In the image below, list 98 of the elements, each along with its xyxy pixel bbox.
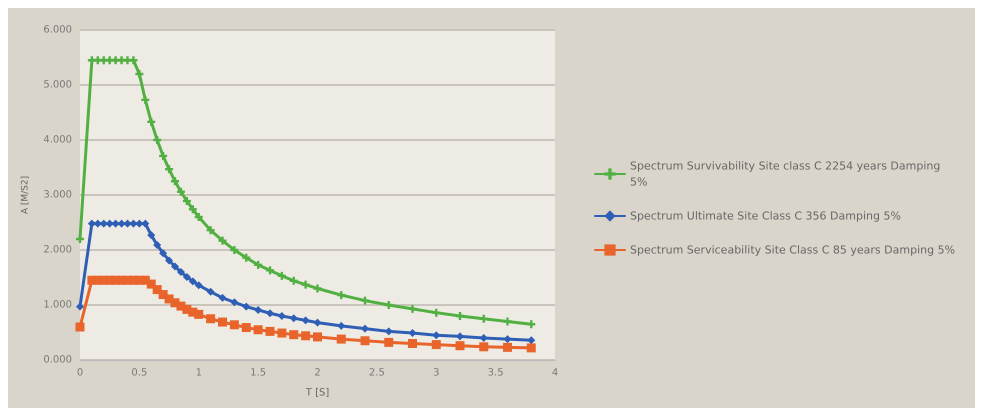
point [76, 322, 84, 332]
point [141, 96, 150, 104]
point [527, 320, 536, 328]
point [242, 323, 251, 332]
y-axis-title: A [M/S2] [20, 176, 30, 214]
point [135, 70, 144, 78]
point [361, 296, 369, 305]
x-tick-label: 0.5 [131, 368, 148, 378]
x-tick-label: 4 [552, 368, 558, 378]
y-tick-label: 2.000 [43, 244, 72, 256]
point [266, 326, 274, 336]
x-tick-label: 2 [314, 368, 321, 378]
point [289, 330, 298, 340]
point [278, 272, 286, 280]
x-tick-label: 0 [76, 368, 84, 378]
y-tick-label: 4.000 [43, 134, 72, 146]
point [432, 340, 441, 350]
point [206, 314, 216, 324]
point [194, 213, 203, 221]
point [194, 281, 203, 290]
point [503, 342, 512, 352]
point [337, 322, 346, 330]
point [176, 268, 185, 276]
x-axis-title: T [S] [304, 388, 330, 398]
point [76, 302, 84, 311]
y-tick-label: 5.000 [43, 80, 72, 90]
point [456, 341, 464, 350]
point [254, 260, 262, 269]
point [230, 246, 238, 254]
x-tick-label: 2.5 [368, 368, 385, 378]
point [171, 177, 179, 186]
x-tick-label: 3 [433, 368, 440, 378]
legend-label: Spectrum Survivability Site class C 2254 years Damping 5% [630, 160, 944, 188]
y-tick-label: 0.000 [43, 354, 72, 366]
point [254, 325, 263, 334]
point [408, 329, 416, 338]
point [302, 280, 310, 289]
point [479, 342, 488, 352]
point [384, 327, 393, 336]
point [480, 314, 488, 323]
point [408, 304, 416, 313]
point [230, 298, 238, 306]
point [159, 152, 168, 160]
point [242, 302, 250, 311]
legend-label: Spectrum Ultimate Site Class C 356 Damping 5% [630, 210, 901, 222]
point [153, 136, 162, 144]
x-tick-label: 3.5 [488, 368, 504, 378]
x-tick-label: 1 [196, 368, 202, 378]
point [361, 324, 369, 333]
point [266, 266, 274, 274]
point [290, 314, 298, 322]
point [384, 301, 393, 309]
point [301, 331, 310, 340]
point [290, 276, 298, 285]
point [278, 312, 286, 320]
point [504, 335, 512, 344]
point [254, 306, 262, 314]
point [336, 334, 346, 344]
point [176, 188, 185, 196]
point [182, 197, 191, 206]
point [147, 118, 156, 126]
y-tick-label: 1.000 [43, 300, 72, 310]
x-tick-label: 1.5 [250, 368, 266, 378]
point [124, 220, 132, 228]
point [302, 316, 310, 324]
point [88, 220, 96, 228]
point [165, 256, 174, 264]
point [432, 308, 440, 317]
point [165, 165, 174, 174]
legend-label: Spectrum Serviceability Site Class C 85 years Damping 5% [630, 244, 956, 256]
point [277, 328, 286, 338]
point [153, 241, 162, 250]
point [480, 334, 488, 342]
point [182, 272, 191, 281]
point [384, 338, 394, 347]
point [408, 339, 417, 348]
y-tick-label: 3.000 [43, 190, 72, 200]
point [147, 231, 156, 240]
point [337, 291, 346, 300]
point [206, 288, 215, 296]
point [218, 294, 226, 302]
point [242, 254, 250, 262]
point [159, 249, 168, 258]
point [206, 226, 215, 234]
point [313, 332, 322, 342]
point [188, 205, 197, 214]
point [230, 320, 239, 330]
point [194, 310, 204, 319]
point [456, 332, 464, 340]
point [314, 318, 322, 327]
point [218, 236, 226, 245]
y-tick-label: 6.000 [43, 24, 72, 36]
point [188, 277, 197, 286]
point [360, 336, 370, 346]
point [218, 318, 227, 327]
point [526, 343, 536, 352]
point [266, 309, 274, 318]
point [171, 262, 179, 270]
